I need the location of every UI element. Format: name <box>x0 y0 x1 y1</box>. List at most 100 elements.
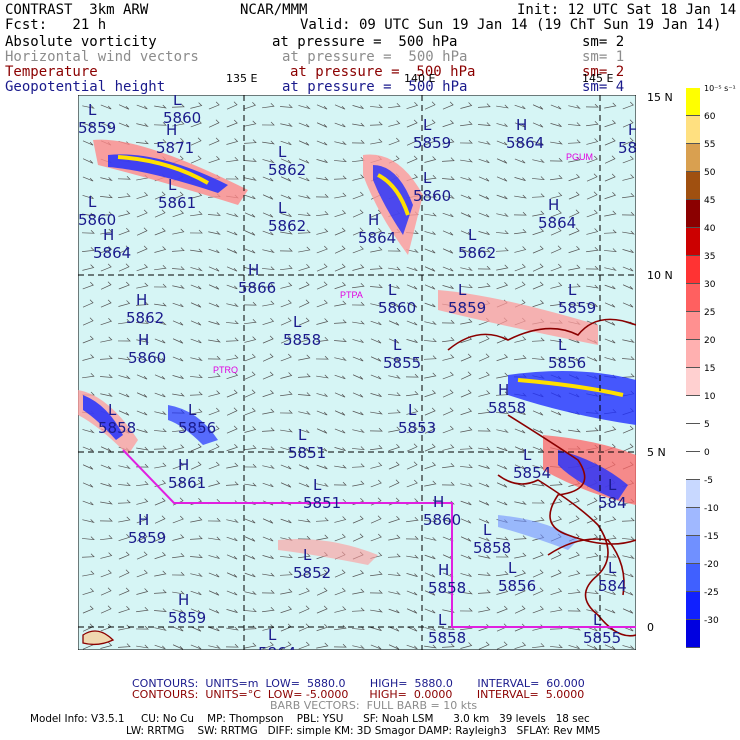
wind-barb <box>406 119 418 128</box>
wind-barb <box>280 428 293 433</box>
colorbar-swatch <box>686 480 700 508</box>
wind-barb <box>136 227 148 236</box>
wind-barb <box>568 105 581 109</box>
wind-barb <box>370 515 382 524</box>
wind-barb <box>622 302 634 308</box>
colorbar-label: -15 <box>704 532 719 542</box>
lat-label-10n: 10 N <box>647 269 673 282</box>
wind-barb <box>532 428 544 434</box>
center-value: 5862 <box>268 161 306 179</box>
wind-barb <box>172 356 184 362</box>
wind-barb <box>370 374 382 380</box>
low-center-marker: L <box>168 176 177 194</box>
wind-barb <box>334 245 346 254</box>
wind-barb <box>514 336 527 343</box>
wind-barb <box>261 283 275 288</box>
wind-barb <box>243 463 257 468</box>
wind-barb <box>118 465 131 469</box>
wind-barb <box>568 122 581 126</box>
wind-barb <box>118 375 131 380</box>
contours-height-info: CONTOURS: UNITS=m LOW= 5880.0 HIGH= 5880… <box>132 677 585 690</box>
wind-barb <box>423 193 437 198</box>
wind-barb <box>316 624 329 632</box>
wind-barb <box>334 158 347 163</box>
center-value: 5859 <box>168 609 206 627</box>
wind-barb <box>586 356 598 362</box>
wind-barb <box>154 191 166 200</box>
wind-barb <box>334 464 347 469</box>
wind-barb <box>298 281 310 290</box>
wind-barb <box>262 159 275 164</box>
wind-barb <box>280 213 292 217</box>
wind-barb <box>604 248 617 252</box>
low-center-marker: L <box>278 199 287 217</box>
wind-barb <box>333 643 347 648</box>
wind-barb <box>460 426 473 433</box>
wind-barb <box>244 139 257 144</box>
wind-barb <box>298 411 311 415</box>
wind-barb <box>352 645 365 649</box>
wind-barb <box>585 103 599 108</box>
wind-barb <box>316 122 328 128</box>
wind-barb <box>459 607 473 612</box>
wind-barb <box>226 536 238 542</box>
wind-barb <box>261 121 275 126</box>
wind-barb <box>172 626 184 632</box>
wind-barb <box>405 373 419 378</box>
wind-barb <box>532 193 545 198</box>
wind-barb <box>298 335 311 344</box>
wind-barb <box>280 588 293 595</box>
wind-barb <box>334 606 347 613</box>
wind-barb <box>208 480 221 487</box>
wind-barb <box>172 590 185 595</box>
colorbar-swatch <box>686 396 700 424</box>
wind-barb <box>460 371 472 380</box>
wind-barb <box>622 626 634 632</box>
high-center-marker: H <box>136 291 147 309</box>
wind-barb <box>531 499 545 504</box>
wind-barb <box>208 266 220 272</box>
wind-barb <box>568 515 580 524</box>
wind-barb <box>604 102 617 109</box>
wind-barb <box>226 372 239 380</box>
wind-barb <box>622 230 635 235</box>
low-center-marker: L <box>423 169 432 187</box>
low-center-marker: L <box>268 626 277 644</box>
center-value: 5853 <box>398 419 436 437</box>
wind-barb <box>622 193 635 199</box>
vorticity-blob <box>508 371 636 425</box>
wind-barb <box>370 246 383 253</box>
wind-barb <box>298 570 311 577</box>
wind-barb <box>154 227 166 236</box>
center-value: 5860 <box>378 299 416 317</box>
wind-barb <box>82 605 94 614</box>
wind-barb <box>190 284 202 290</box>
high-center-marker: H <box>178 591 189 609</box>
wind-barb <box>352 429 365 433</box>
forecast-hour: Fcst: 21 h <box>5 17 107 33</box>
wind-barb <box>406 644 418 650</box>
wind-barb <box>244 608 257 612</box>
wind-barb <box>442 230 454 236</box>
wind-barb <box>316 605 328 614</box>
wind-barb <box>100 552 113 559</box>
wind-barb <box>298 553 311 559</box>
wind-barb <box>622 339 635 343</box>
wind-barb <box>82 264 95 271</box>
wind-barb <box>82 140 94 146</box>
wind-barb <box>190 408 203 415</box>
low-center-marker: L <box>278 143 287 161</box>
wind-barb <box>568 264 581 271</box>
wind-barb <box>226 354 239 361</box>
wind-barb <box>478 482 490 488</box>
high-center-marker: H <box>178 456 189 474</box>
wind-barb <box>226 156 239 163</box>
wind-barb <box>532 410 544 416</box>
wind-barb <box>370 320 382 326</box>
wind-barb <box>424 572 436 578</box>
wind-barb <box>280 606 293 614</box>
temperature-contour <box>507 414 636 545</box>
wind-barb <box>460 464 473 468</box>
wind-barb <box>514 605 526 614</box>
center-value: 5866 <box>238 279 276 297</box>
